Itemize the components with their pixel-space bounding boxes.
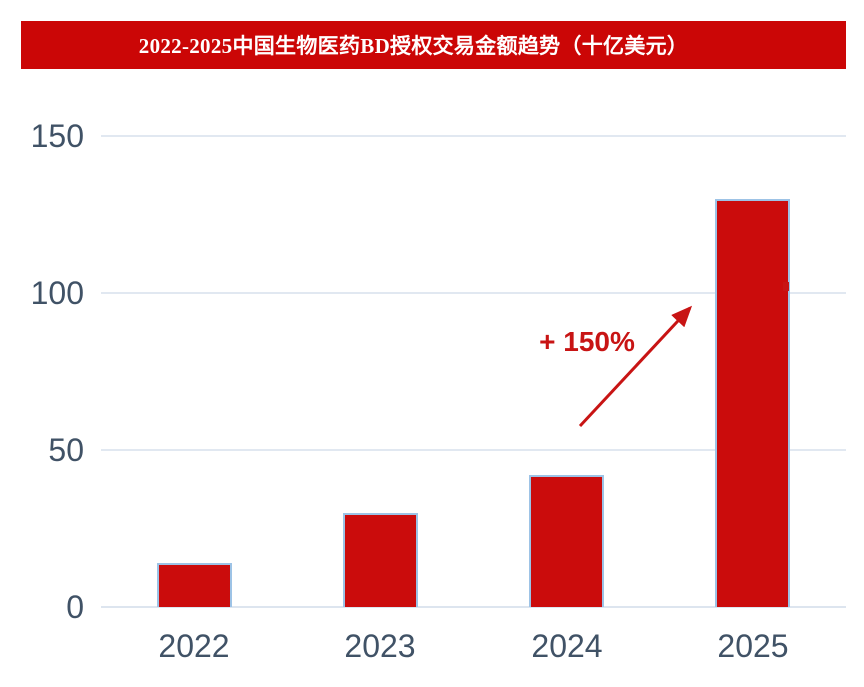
bar-2025 xyxy=(715,199,790,607)
bar-2022 xyxy=(157,563,232,607)
gridline-y-100 xyxy=(101,292,846,294)
gridline-y-50 xyxy=(101,449,846,451)
chart-title-banner: 2022-2025中国生物医药BD授权交易金额趋势（十亿美元） xyxy=(21,21,846,69)
x-axis-label-2025: 2025 xyxy=(717,628,789,664)
gridline-y-0 xyxy=(101,606,846,608)
y-axis-tick-label-0: 0 xyxy=(66,589,84,625)
bar-2024 xyxy=(529,475,604,607)
y-axis-tick-label-150: 150 xyxy=(30,118,84,154)
gridline-y-150 xyxy=(101,135,846,137)
x-axis-label-2022: 2022 xyxy=(158,628,230,664)
y-axis-tick-label-100: 100 xyxy=(30,275,84,311)
growth-annotation-label: + 150% xyxy=(539,326,635,357)
y-axis-tick-label-50: 50 xyxy=(48,432,84,468)
chart-title: 2022-2025中国生物医药BD授权交易金额趋势（十亿美元） xyxy=(138,34,689,58)
x-axis-label-2023: 2023 xyxy=(344,628,416,664)
bar-2023 xyxy=(343,513,418,607)
x-axis-label-2024: 2024 xyxy=(531,628,603,664)
